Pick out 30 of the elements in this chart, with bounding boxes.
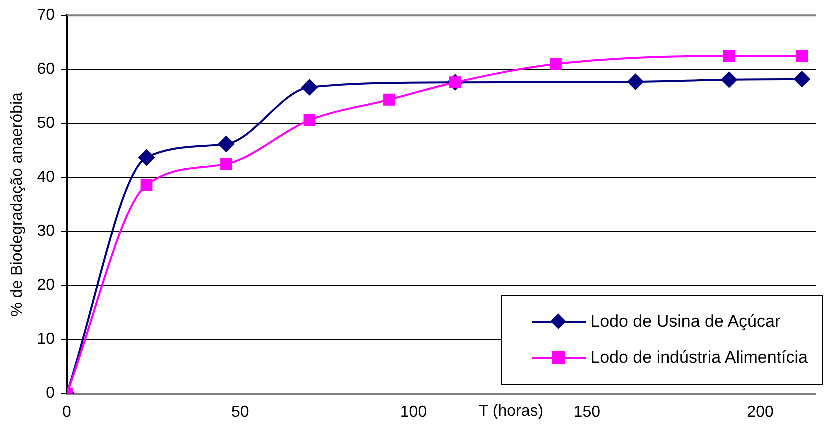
point bbox=[138, 150, 155, 166]
legend-label: Lodo de indústria Alimentícia bbox=[590, 348, 808, 368]
y-axis-title: % de Biodegradação anaeróbia bbox=[9, 92, 26, 317]
point bbox=[302, 79, 318, 96]
point bbox=[796, 50, 808, 62]
legend-label: Lodo de Usina de Açúcar bbox=[590, 312, 781, 332]
y-tick-label: 0 bbox=[46, 385, 56, 402]
y-tick-label: 40 bbox=[37, 169, 56, 186]
y-tick-label: 60 bbox=[37, 61, 56, 78]
point bbox=[220, 158, 232, 170]
point bbox=[721, 72, 738, 88]
point bbox=[304, 114, 316, 126]
y-tick-label: 70 bbox=[37, 7, 56, 24]
point bbox=[218, 136, 235, 152]
y-tick-label: 20 bbox=[37, 277, 56, 294]
x-tick-label: 50 bbox=[231, 404, 250, 421]
x-tick-label: 0 bbox=[62, 404, 72, 421]
point bbox=[140, 179, 153, 192]
y-tick-label: 50 bbox=[37, 115, 56, 132]
point bbox=[384, 94, 396, 106]
y-tick-label: 30 bbox=[37, 223, 56, 240]
x-tick-label: 100 bbox=[400, 404, 428, 421]
x-axis-title: T (horas) bbox=[478, 403, 544, 420]
point bbox=[723, 50, 736, 62]
x-tick-label: 150 bbox=[574, 404, 601, 421]
point bbox=[794, 71, 810, 88]
point bbox=[550, 58, 562, 70]
point bbox=[628, 74, 644, 90]
y-tick-label: 10 bbox=[37, 331, 56, 348]
x-tick-label: 200 bbox=[747, 404, 774, 421]
